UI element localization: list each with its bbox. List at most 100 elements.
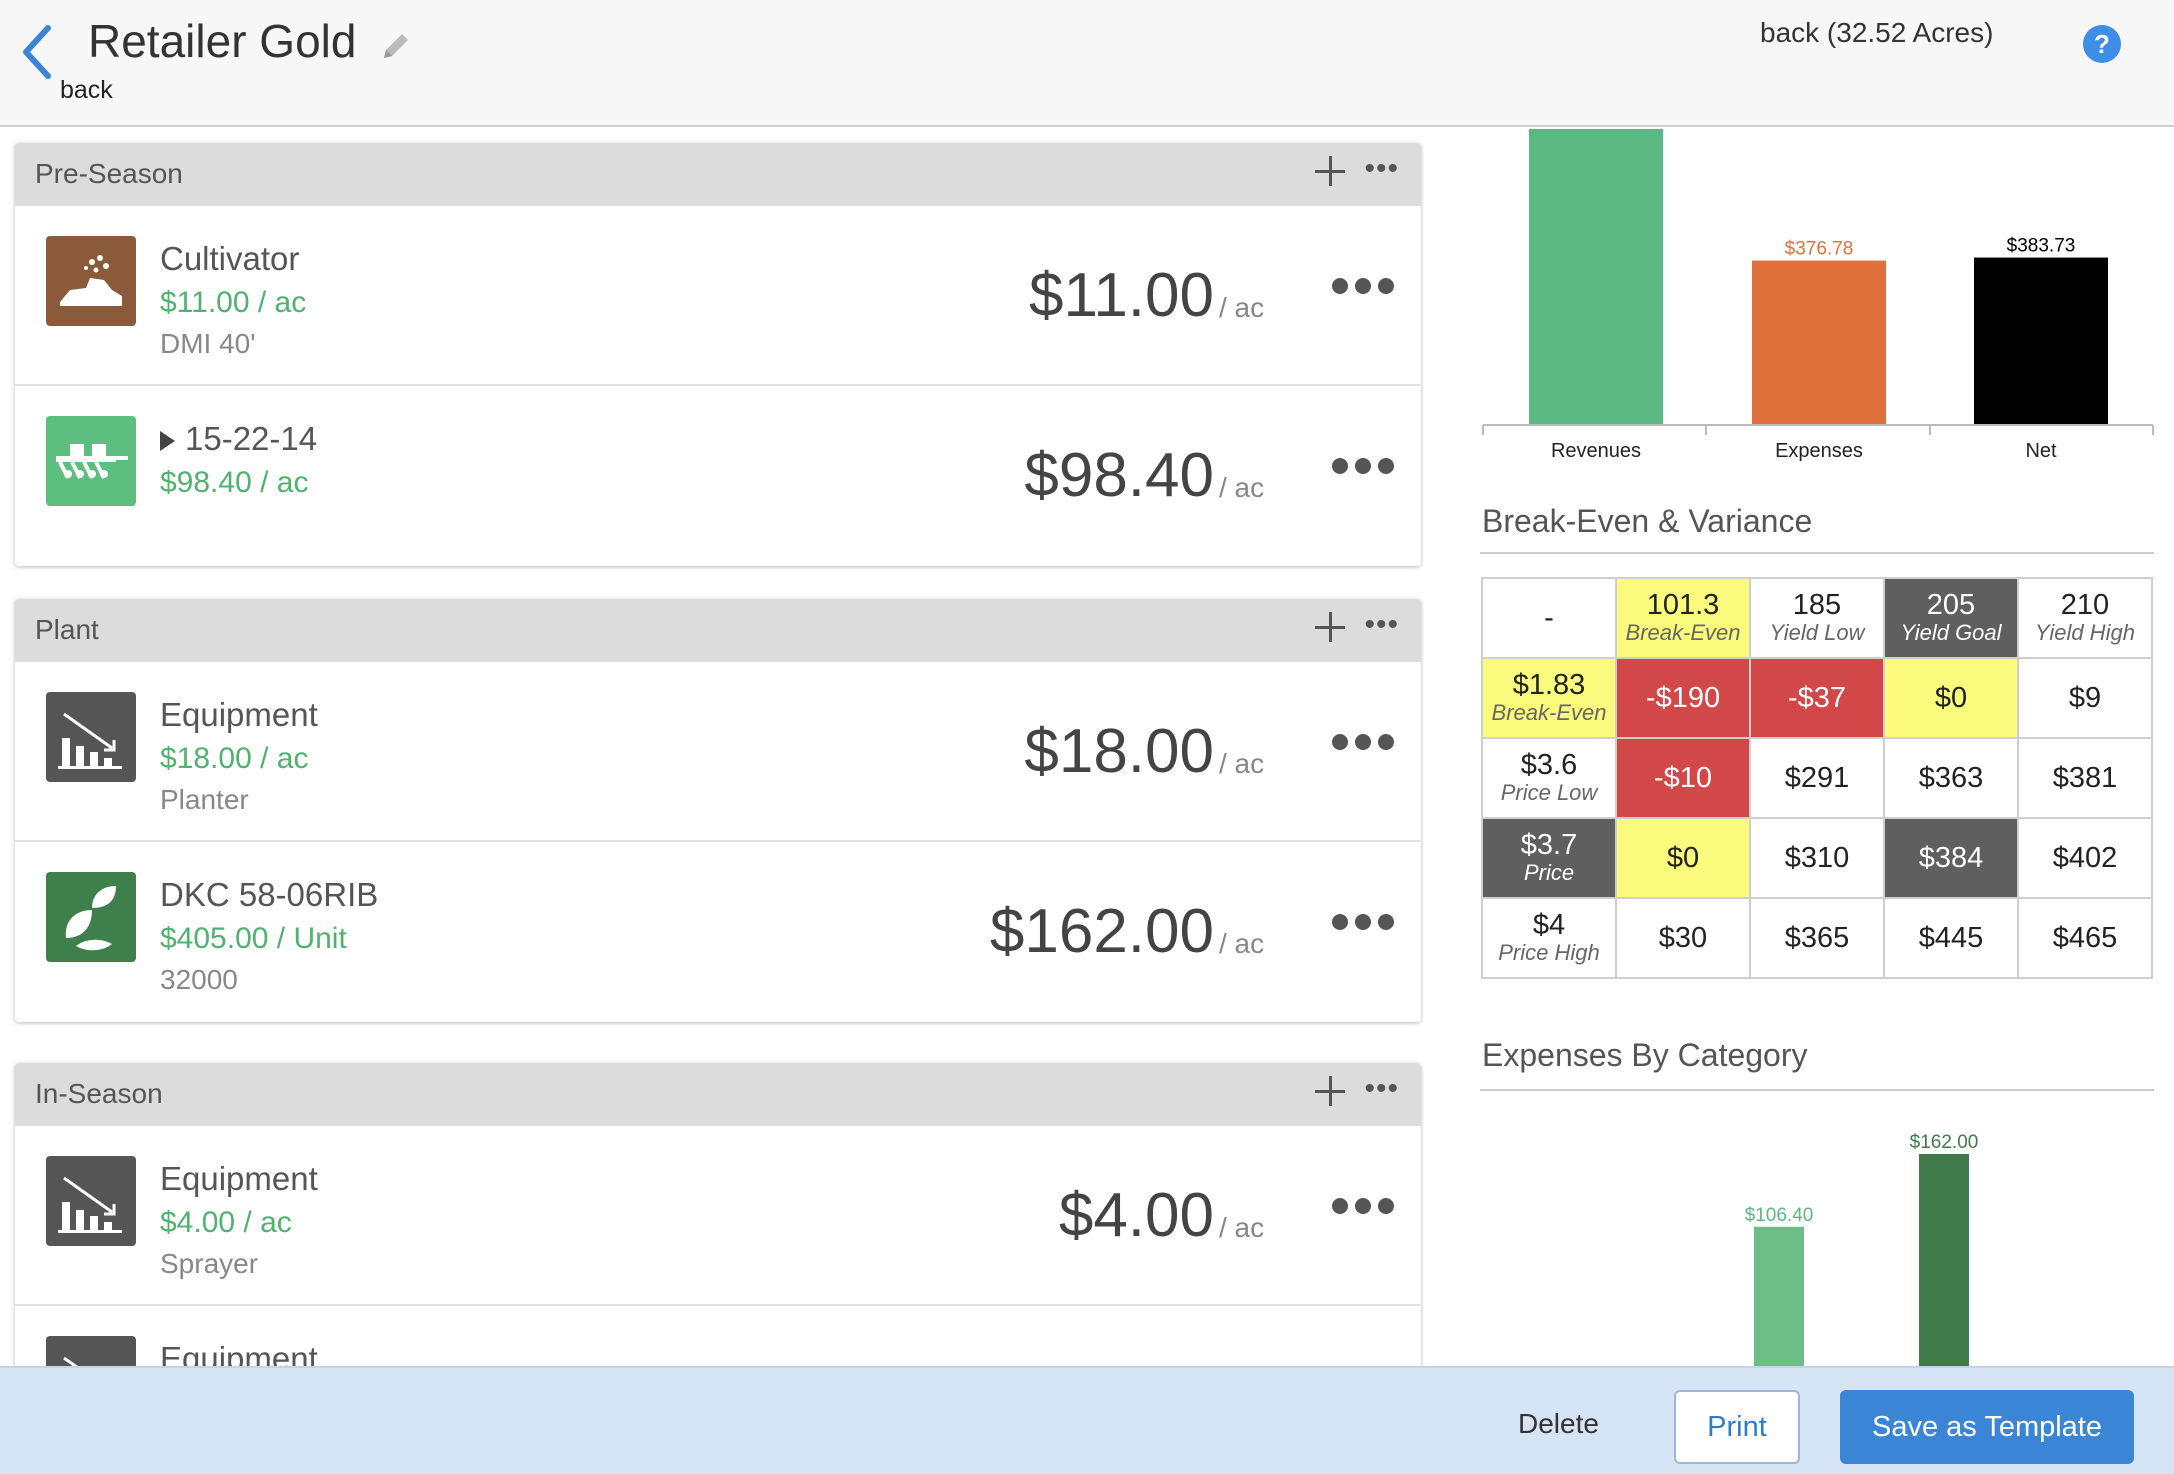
variance-cell: $9 — [2017, 657, 2153, 739]
variance-cell: $310 — [1749, 817, 1885, 899]
price-label: Price Low — [1500, 780, 1598, 805]
item-amount-unit: / ac — [1219, 292, 1265, 323]
yield-value: 185 — [1792, 589, 1842, 621]
add-plus-icon[interactable] — [1315, 612, 1345, 642]
section-title: Plant — [35, 614, 99, 645]
section-header: Plant ••• — [15, 599, 1421, 662]
item-subtitle: 32000 — [160, 964, 238, 995]
back-chevron-icon[interactable] — [18, 22, 60, 82]
variance-cell: -$37 — [1749, 657, 1885, 739]
category-tick-label: Net — [2025, 440, 2057, 462]
yield-value: 210 — [2060, 589, 2110, 621]
item-name: Equipment — [160, 1160, 318, 1198]
yield-value: 205 — [1926, 589, 1976, 621]
field-acres-label: back (32.52 Acres) — [1760, 17, 1994, 48]
expenses-by-category-chart: $106.40 $162.00 — [1745, 1132, 1978, 1366]
yield-label: Yield High — [2035, 620, 2135, 645]
price-header-cell: $4 Price High — [1481, 897, 1617, 979]
item-name-text: Cultivator — [160, 240, 300, 277]
yield-label: Yield Goal — [1900, 620, 2002, 645]
expenses-heading: Expenses By Category — [1482, 1037, 1808, 1073]
expenses-divider — [1480, 1089, 2154, 1091]
item-name-text: Equipment — [160, 1160, 318, 1197]
section-pre-season: Pre-Season ••• Cultivator $11.00 / ac DMI 40… — [15, 143, 1421, 566]
item-name: Equipment — [160, 696, 318, 734]
section-title: In-Season — [35, 1078, 163, 1109]
yield-label: Break-Even — [1625, 620, 1741, 645]
line-item-row[interactable]: Equipment $4.00 / ac Sprayer $4.00/ ac — [15, 1126, 1421, 1306]
section-in-season: In-Season ••• Equipment $4.00 / ac Sprayer $4… — [15, 1063, 1421, 1373]
item-name: DKC 58-06RIB — [160, 876, 378, 914]
item-rate: $4.00 / ac — [160, 1206, 292, 1239]
item-amount-unit: / ac — [1219, 928, 1265, 959]
add-plus-icon[interactable] — [1315, 156, 1345, 186]
variance-cell: -$190 — [1615, 657, 1751, 739]
add-plus-icon[interactable] — [1315, 1076, 1345, 1106]
price-label: Break-Even — [1491, 700, 1607, 725]
bar-data-label: $376.78 — [1785, 239, 1854, 260]
item-more-icon[interactable] — [1332, 1198, 1394, 1216]
revenue-expense-net-chart: Revenues $376.78 Expenses $383.73 Net — [1482, 129, 2154, 462]
item-name: Cultivator — [160, 240, 299, 278]
item-name-text: 15-22-14 — [185, 420, 318, 457]
price-row: $3.6 Price Low -$10 $291 $363 $381 — [1481, 737, 2153, 819]
item-more-icon[interactable] — [1332, 914, 1394, 932]
fertilizer-applicator-icon — [46, 416, 136, 506]
price-row: $3.7 Price $0 $310 $384 $402 — [1481, 817, 2153, 899]
print-button[interactable]: Print — [1674, 1390, 1800, 1464]
price-row: $4 Price High $30 $365 $445 $465 — [1481, 897, 2153, 979]
item-rate: $18.00 / ac — [160, 742, 309, 775]
category-tick-label: Revenues — [1551, 440, 1641, 462]
item-subtitle: Sprayer — [160, 1248, 259, 1279]
variance-cell: $445 — [1883, 897, 2019, 979]
item-more-icon[interactable] — [1332, 278, 1394, 296]
price-value: $3.7 — [1520, 829, 1578, 861]
item-more-icon[interactable] — [1332, 458, 1394, 476]
delete-button[interactable]: Delete — [1518, 1408, 1599, 1439]
line-item-row[interactable]: Equipment $18.00 / ac Planter $18.00/ ac — [15, 662, 1421, 842]
expand-triangle-icon[interactable] — [160, 431, 175, 452]
yield-header-cell: 185 Yield Low — [1749, 577, 1885, 659]
app-header: Retailer Gold back back (32.52 Acres) ? — [0, 0, 2174, 127]
edit-pencil-icon[interactable] — [378, 28, 414, 64]
cultivator-icon — [46, 236, 136, 326]
line-item-row[interactable]: Equipment — [15, 1306, 1421, 1373]
section-more-icon[interactable]: ••• — [1364, 608, 1399, 641]
section-more-icon[interactable]: ••• — [1364, 1072, 1399, 1105]
item-more-icon[interactable] — [1332, 734, 1394, 752]
variance-cell: $384 — [1883, 817, 2019, 899]
item-amount-unit: / ac — [1219, 1212, 1265, 1243]
price-value: $3.6 — [1520, 749, 1578, 781]
item-rate: $98.40 / ac — [160, 466, 309, 499]
yield-header-cell: 210 Yield High — [2017, 577, 2153, 659]
item-rate: $11.00 / ac — [160, 286, 307, 319]
item-rate: $405.00 / Unit — [160, 922, 347, 955]
breakeven-header-row: -101.3 Break-Even 185 Yield Low 205 Yield Goa… — [1481, 577, 2153, 659]
section-title: Pre-Season — [35, 158, 183, 189]
help-icon[interactable]: ? — [2083, 25, 2121, 63]
breakeven-heading: Break-Even & Variance — [1482, 503, 1813, 539]
line-item-row[interactable]: 15-22-14 $98.40 / ac $98.40/ ac — [15, 386, 1421, 566]
variance-cell: $0 — [1615, 817, 1751, 899]
save-as-template-button[interactable]: Save as Template — [1840, 1390, 2134, 1464]
price-row: $1.83 Break-Even -$190 -$37 $0 $9 — [1481, 657, 2153, 739]
item-amount: $98.40 — [1024, 441, 1214, 510]
variance-cell: $30 — [1615, 897, 1751, 979]
item-name[interactable]: 15-22-14 — [160, 420, 317, 458]
item-amount-unit: / ac — [1219, 472, 1265, 503]
back-link[interactable]: back — [60, 76, 113, 104]
price-value: $4 — [1532, 909, 1566, 941]
yield-header-cell: 205 Yield Goal — [1883, 577, 2019, 659]
variance-cell: $365 — [1749, 897, 1885, 979]
variance-cell: $465 — [2017, 897, 2153, 979]
variance-cell: -$10 — [1615, 737, 1751, 819]
item-amount: $162.00 — [989, 897, 1214, 966]
yield-value: 101.3 — [1646, 589, 1720, 621]
chart-bar — [1919, 1154, 1969, 1366]
section-more-icon[interactable]: ••• — [1364, 152, 1399, 185]
chart-bar — [1974, 257, 2108, 424]
line-item-row[interactable]: Cultivator $11.00 / ac DMI 40' $11.00/ ac — [15, 206, 1421, 386]
item-amount-unit: / ac — [1219, 748, 1265, 779]
line-item-row[interactable]: DKC 58-06RIB $405.00 / Unit 32000 $162.00/ … — [15, 842, 1421, 1022]
price-value: $1.83 — [1512, 669, 1586, 701]
